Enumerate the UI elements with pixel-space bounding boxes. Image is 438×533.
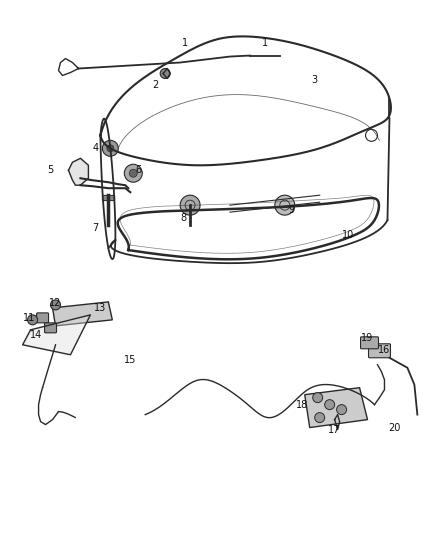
Polygon shape <box>305 387 367 427</box>
Polygon shape <box>68 158 88 185</box>
Circle shape <box>50 300 60 310</box>
FancyBboxPatch shape <box>37 313 49 323</box>
Text: 5: 5 <box>47 165 54 175</box>
Circle shape <box>180 195 200 215</box>
Circle shape <box>313 393 323 402</box>
Text: 20: 20 <box>388 423 401 433</box>
Circle shape <box>314 413 325 423</box>
Text: 17: 17 <box>328 425 341 434</box>
Text: 9: 9 <box>289 205 295 215</box>
Text: 4: 4 <box>92 143 99 154</box>
Text: 3: 3 <box>311 76 318 85</box>
Text: 1: 1 <box>262 38 268 47</box>
Text: 19: 19 <box>361 333 374 343</box>
Text: 1: 1 <box>182 38 188 47</box>
Text: 14: 14 <box>29 330 42 340</box>
Polygon shape <box>23 315 90 355</box>
Circle shape <box>160 69 170 78</box>
FancyBboxPatch shape <box>360 337 378 349</box>
Circle shape <box>275 195 295 215</box>
Text: 16: 16 <box>378 345 391 355</box>
Text: 8: 8 <box>180 213 186 223</box>
Text: 13: 13 <box>94 303 106 313</box>
Circle shape <box>102 140 118 156</box>
Polygon shape <box>53 302 112 326</box>
Text: 6: 6 <box>135 165 141 175</box>
Polygon shape <box>102 195 114 200</box>
Text: 10: 10 <box>342 230 354 240</box>
Text: 18: 18 <box>296 400 308 410</box>
FancyBboxPatch shape <box>45 323 57 333</box>
FancyBboxPatch shape <box>368 344 390 358</box>
Circle shape <box>107 145 114 152</box>
Text: 7: 7 <box>92 223 99 233</box>
Text: 12: 12 <box>49 298 62 308</box>
Text: 15: 15 <box>124 355 137 365</box>
Circle shape <box>28 315 38 325</box>
Text: 11: 11 <box>22 313 35 323</box>
Circle shape <box>129 169 137 177</box>
Circle shape <box>337 405 346 415</box>
Text: 2: 2 <box>152 80 158 91</box>
Circle shape <box>124 164 142 182</box>
Circle shape <box>325 400 335 410</box>
